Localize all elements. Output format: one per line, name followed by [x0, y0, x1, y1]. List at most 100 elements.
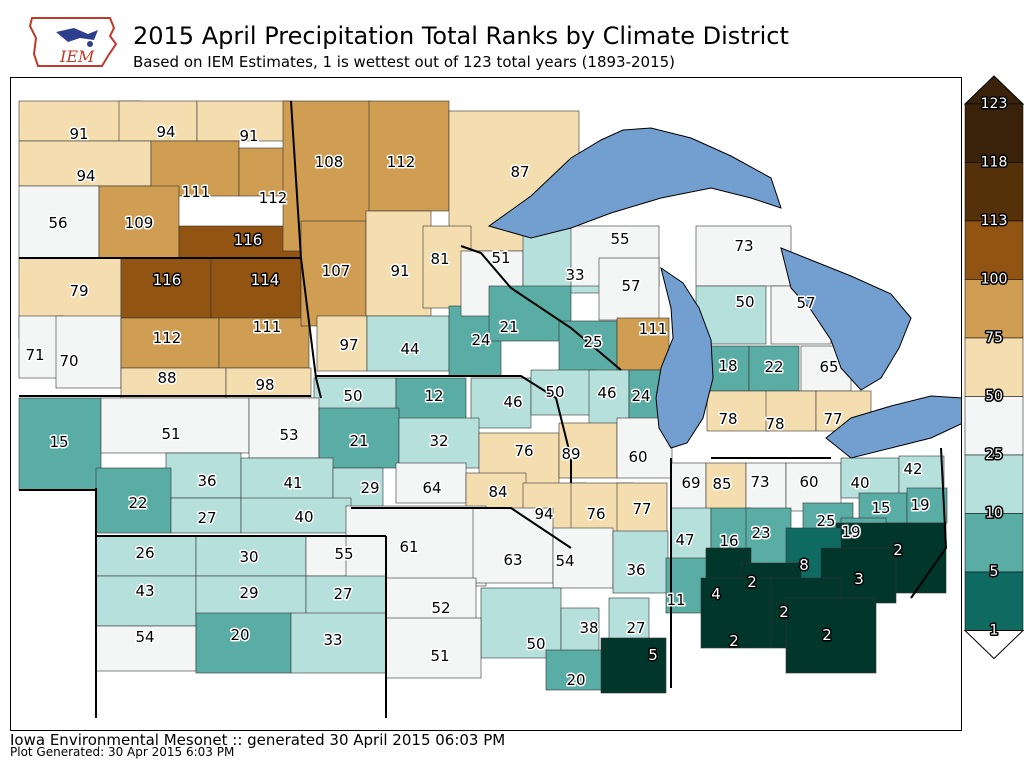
legend-swatch [964, 454, 1024, 514]
district-rank-label: 29 [360, 479, 379, 497]
district-rank-label: 2 [893, 541, 903, 559]
district-region [705, 462, 747, 514]
district-region [695, 225, 792, 287]
district-region [480, 587, 562, 659]
district-rank-label: 2 [747, 573, 757, 591]
district-rank-label: 12 [424, 387, 443, 405]
district-rank-label: 3 [854, 570, 864, 588]
district-region [240, 497, 352, 534]
district-rank-label: 2 [822, 626, 832, 644]
legend-swatch [964, 337, 1024, 397]
legend-tick-label: 1 [990, 623, 999, 639]
district-region [765, 390, 817, 432]
district-rank-label: 16 [719, 532, 738, 550]
district-rank-label: 76 [586, 505, 605, 523]
legend-tick-label: 50 [985, 389, 1003, 405]
district-rank-label: 22 [764, 358, 783, 376]
district-rank-label: 94 [156, 123, 175, 141]
district-region [18, 397, 102, 491]
district-region [612, 530, 669, 594]
district-region [365, 210, 432, 317]
district-rank-label: 43 [135, 582, 154, 600]
district-rank-label: 26 [135, 544, 154, 562]
district-region [195, 612, 292, 674]
district-rank-label: 81 [430, 250, 449, 268]
district-rank-label: 19 [841, 523, 860, 541]
district-rank-label: 40 [294, 508, 313, 526]
map-subtitle: Based on IEM Estimates, 1 is wettest out… [133, 53, 676, 71]
legend-tick-label: 123 [981, 96, 1008, 112]
footer-generated: Iowa Environmental Mesonet :: generated … [10, 731, 506, 749]
footer-plot-generated: Plot Generated: 30 Apr 2015 6:03 PM [10, 745, 235, 759]
legend-swatch [964, 396, 1024, 456]
legend-tick-label: 10 [985, 506, 1003, 522]
district-rank-label: 32 [429, 432, 448, 450]
district-region [598, 257, 660, 321]
district-rank-label: 46 [597, 384, 616, 402]
district-rank-label: 57 [621, 277, 640, 295]
district-rank-label: 116 [234, 231, 263, 249]
state-border [316, 375, 572, 483]
district-rank-label: 78 [718, 410, 737, 428]
lake-shape [825, 395, 961, 459]
district-rank-label: 108 [315, 153, 344, 171]
district-rank-label: 61 [399, 538, 418, 556]
district-region [552, 527, 614, 589]
district-rank-label: 77 [823, 410, 842, 428]
district-rank-label: 73 [750, 473, 769, 491]
district-region [616, 317, 670, 371]
district-rank-label: 21 [499, 318, 518, 336]
district-region [55, 315, 122, 389]
district-rank-label: 50 [735, 293, 754, 311]
district-rank-label: 91 [390, 262, 409, 280]
district-region [100, 397, 250, 454]
district-rank-label: 15 [871, 499, 890, 517]
rank-legend: 123 118 113 100 75 50 25 10 5 1 [960, 72, 1024, 694]
district-rank-label: 60 [799, 473, 818, 491]
district-rank-label: 24 [471, 331, 490, 349]
legend-swatch [964, 571, 1024, 631]
district-region [345, 505, 487, 587]
legend-arrow-bottom [963, 630, 1024, 660]
district-rank-label: 27 [197, 509, 216, 527]
district-rank-label: 51 [161, 425, 180, 443]
district-rank-label: 56 [48, 214, 67, 232]
district-region [368, 100, 450, 212]
district-region [785, 597, 877, 674]
district-rank-label: 47 [675, 531, 694, 549]
district-rank-label: 78 [765, 415, 784, 433]
district-region [120, 257, 212, 319]
district-rank-label: 51 [491, 249, 510, 267]
district-region [290, 612, 387, 674]
district-rank-label: 41 [283, 474, 302, 492]
district-rank-label: 4 [711, 585, 721, 603]
district-rank-label: 52 [431, 599, 450, 617]
district-rank-label: 65 [819, 358, 838, 376]
district-rank-label: 38 [579, 619, 598, 637]
district-rank-label: 111 [182, 183, 211, 201]
district-rank-label: 36 [626, 561, 645, 579]
district-region [316, 315, 368, 372]
district-rank-label: 55 [334, 545, 353, 563]
district-rank-label: 42 [903, 460, 922, 478]
district-rank-label: 33 [323, 631, 342, 649]
district-region [398, 417, 480, 469]
district-rank-label: 50 [343, 387, 362, 405]
district-region [906, 487, 948, 524]
district-rank-label: 27 [626, 619, 645, 637]
district-region [558, 320, 618, 374]
district-rank-label: 112 [153, 329, 182, 347]
district-rank-label: 97 [339, 336, 358, 354]
district-rank-label: 111 [639, 320, 668, 338]
district-rank-label: 20 [230, 626, 249, 644]
district-rank-label: 77 [632, 500, 651, 518]
iem-logo: IEM [28, 14, 124, 74]
legend-tick-label: 5 [990, 564, 999, 580]
district-rank-label: 79 [69, 282, 88, 300]
district-region [530, 369, 596, 416]
lake-shape [780, 247, 912, 391]
district-rank-label: 8 [799, 556, 809, 574]
district-rank-label: 2 [779, 603, 789, 621]
district-rank-label: 44 [400, 340, 419, 358]
legend-swatch [964, 103, 1024, 163]
